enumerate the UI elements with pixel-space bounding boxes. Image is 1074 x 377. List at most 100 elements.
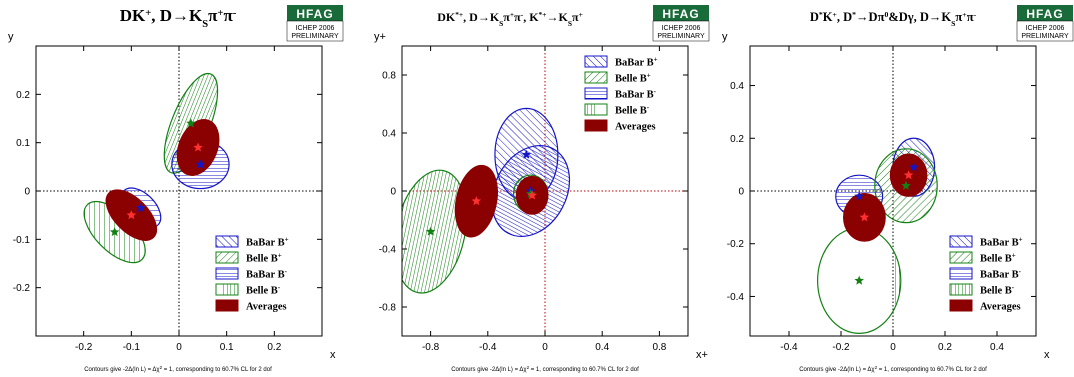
y-axis-label: y xyxy=(722,31,728,43)
marker-averages xyxy=(471,196,482,206)
hfag-status: PRELIMINARY xyxy=(657,33,705,40)
legend: BaBar B+ Belle B+ BaBar B- Belle B- Averages xyxy=(949,235,1023,313)
legend-label-averages: Averages xyxy=(980,302,1021,313)
y-axis-label: y+ xyxy=(374,31,386,43)
x-tick-label: -0.2 xyxy=(832,342,850,353)
y-tick-label: 0.8 xyxy=(382,71,396,82)
marker-averages xyxy=(193,142,203,152)
marker-averages xyxy=(527,190,537,200)
legend-label-belle-b: Belle B- xyxy=(246,284,281,297)
y-tick-label: 0.2 xyxy=(16,90,30,101)
marker-belle-b xyxy=(525,188,536,198)
hfag-conference: ICHEP 2006 xyxy=(662,25,701,32)
marker-averages xyxy=(903,170,914,180)
legend-label-belle-b: Belle B+ xyxy=(980,252,1016,265)
legend-swatch-belle-b xyxy=(949,283,973,296)
y-tick-label: 0 xyxy=(24,187,30,198)
x-tick-label: 0.8 xyxy=(652,342,666,353)
hfag-conference: ICHEP 2006 xyxy=(296,25,335,32)
legend-swatch-belle-b xyxy=(584,71,608,84)
hfag-logo-text: HFAG xyxy=(296,7,333,21)
legend-label-babar-b: BaBar B- xyxy=(246,268,288,281)
x-axis-label: x xyxy=(1044,349,1050,361)
marker-belle-b xyxy=(901,180,911,190)
legend-swatch-belle-b xyxy=(949,251,973,264)
legend-label-babar-b: BaBar B+ xyxy=(980,236,1023,249)
legend-swatch-belle-b xyxy=(215,283,239,296)
legend-swatch-babar-b xyxy=(949,267,973,280)
legend-label-belle-b: Belle B+ xyxy=(615,72,651,85)
hfag-conference: ICHEP 2006 xyxy=(1026,25,1065,32)
footnote: Contours give -2Δ(ln L) = Δχ2 = 1, corre… xyxy=(451,365,639,374)
marker-babar-b xyxy=(854,191,864,201)
footnote: Contours give -2Δ(ln L) = Δχ2 = 1, corre… xyxy=(799,365,987,374)
chart-panel-3: -0.4 -0.2 0 0.2 0.4 -0.4 -0.2 0 0.2 0.4 x y D*K+, D*… xyxy=(722,5,1074,374)
footnote: Contours give -2Δ(ln L) = Δχ2 = 1, corre… xyxy=(84,365,272,374)
chart-title: DK*+, D→KSπ+π-, K*+→KSπ+ xyxy=(437,10,583,28)
y-tick-label: -0.1 xyxy=(13,235,31,246)
hfag-logo xyxy=(1017,5,1073,21)
legend-swatch-belle-b xyxy=(584,103,608,116)
legend-swatch-babar-b xyxy=(584,55,608,68)
x-tick-label: -0.2 xyxy=(75,342,93,353)
y-tick-label: -0.8 xyxy=(379,303,397,314)
legend-swatch-averages xyxy=(584,119,608,132)
x-tick-label: 0 xyxy=(890,342,896,353)
marker-belle-b xyxy=(109,227,120,237)
y-tick-label: 0.2 xyxy=(730,134,744,145)
marker-babar-b xyxy=(521,149,532,159)
x-tick-label: 0 xyxy=(176,342,182,353)
y-tick-label: -0.4 xyxy=(379,245,397,256)
marker-belle-b xyxy=(854,275,864,285)
hfag-status: PRELIMINARY xyxy=(1021,33,1069,40)
x-tick-label: 0 xyxy=(542,342,548,353)
y-tick-label: 0.4 xyxy=(730,81,744,92)
legend-label-babar-b: BaBar B+ xyxy=(615,56,658,69)
x-axis-label: x+ xyxy=(696,349,708,361)
y-tick-label: -0.4 xyxy=(727,292,745,303)
x-tick-label: -0.8 xyxy=(422,342,440,353)
legend-swatch-babar-b xyxy=(215,235,239,248)
legend-swatch-babar-b xyxy=(584,87,608,100)
x-tick-label: 0.1 xyxy=(220,342,234,353)
hfag-logo-text: HFAG xyxy=(662,7,699,21)
legend: BaBar B+ Belle B+ BaBar B- Belle B- Averages xyxy=(215,235,289,313)
marker-averages xyxy=(126,210,137,220)
legend-label-babar-b: BaBar B+ xyxy=(246,236,289,249)
legend-swatch-babar-b xyxy=(215,267,239,280)
y-tick-label: 0 xyxy=(738,187,744,198)
marker-babar-b xyxy=(136,202,146,212)
hfag-status: PRELIMINARY xyxy=(291,33,339,40)
legend-swatch-averages xyxy=(949,299,973,312)
chart-title: DK+, D→KSπ+π- xyxy=(120,6,237,30)
y-tick-label: 0.4 xyxy=(382,129,396,140)
legend-label-averages: Averages xyxy=(246,302,287,313)
legend-label-belle-b: Belle B- xyxy=(980,284,1015,297)
hfag-label-box xyxy=(652,20,710,42)
legend-label-babar-b: BaBar B- xyxy=(615,88,657,101)
hfag-label-box xyxy=(286,20,344,42)
legend: BaBar B+ Belle B+ BaBar B- Belle B- Averages xyxy=(584,55,658,133)
x-tick-label: 0.2 xyxy=(267,342,281,353)
legend-swatch-babar-b xyxy=(949,235,973,248)
marker-belle-b xyxy=(186,118,196,128)
legend-swatch-averages xyxy=(215,299,239,312)
legend-label-babar-b: BaBar B- xyxy=(980,268,1022,281)
legend-swatch-belle-b xyxy=(215,251,239,264)
hfag-logo xyxy=(653,5,709,21)
chart-title: D*K+, D*→Dπ0&Dγ, D→KSπ+π- xyxy=(810,10,977,28)
x-tick-label: 0.4 xyxy=(595,342,609,353)
marker-belle-b xyxy=(425,226,436,236)
hfag-label-box xyxy=(1016,20,1074,42)
contours xyxy=(402,107,571,294)
x-tick-label: -0.4 xyxy=(479,342,497,353)
x-tick-label: -0.4 xyxy=(780,342,798,353)
marker-averages xyxy=(859,212,870,222)
legend-label-belle-b: Belle B+ xyxy=(246,252,282,265)
contours xyxy=(817,137,938,334)
hfag-logo-text: HFAG xyxy=(1026,7,1063,21)
